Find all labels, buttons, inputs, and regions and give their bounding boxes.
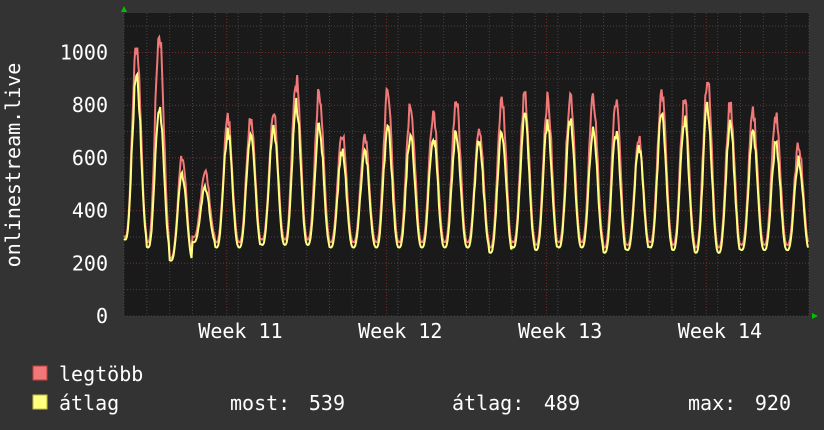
y-tick-label: 1000: [60, 41, 108, 65]
stat-avg-label: átlag:: [452, 391, 524, 415]
stat-now-value: 539: [309, 391, 345, 415]
y-axis-arrow-icon: [121, 6, 127, 12]
x-axis-arrow-icon: [812, 313, 818, 319]
x-axis-ticks: Week 11 Week 12 Week 13 Week 14: [198, 319, 762, 343]
y-tick-label: 200: [72, 251, 108, 275]
legend-label-avg: átlag: [59, 391, 119, 415]
series-line-avg: [123, 71, 809, 262]
legend-swatch-avg: [32, 394, 48, 410]
x-tick-label: Week 12: [358, 319, 442, 343]
legend-label-max: legtöbb: [59, 362, 143, 386]
series-lines: [123, 34, 809, 262]
y-tick-label: 800: [72, 93, 108, 117]
x-tick-label: Week 14: [678, 319, 762, 343]
stat-max-value: 920: [755, 391, 791, 415]
y-tick-label: 600: [72, 146, 108, 170]
y-axis-ticks: 0 200 400 600 800 1000: [60, 41, 108, 328]
stat-avg-value: 489: [544, 391, 580, 415]
y-tick-label: 0: [96, 304, 108, 328]
x-tick-label: Week 13: [518, 319, 602, 343]
y-axis-label: onlinestream.live: [1, 63, 25, 268]
grid: [123, 13, 810, 317]
x-tick-label: Week 11: [198, 319, 282, 343]
stat-now-label: most:: [230, 391, 290, 415]
stat-max-label: max:: [688, 391, 736, 415]
legend-swatch-max: [32, 365, 48, 381]
y-tick-label: 400: [72, 199, 108, 223]
